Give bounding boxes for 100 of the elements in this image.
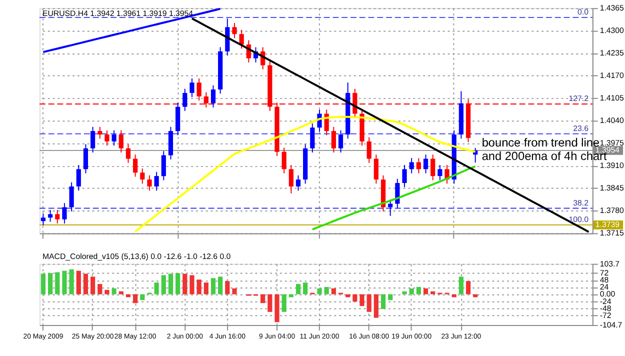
ref-line-label: 1.3739 bbox=[595, 220, 620, 229]
bar bbox=[374, 294, 378, 318]
bar bbox=[430, 291, 436, 294]
annotation: 100.0 bbox=[568, 214, 590, 224]
bar bbox=[282, 294, 286, 312]
bar bbox=[40, 274, 46, 294]
bar bbox=[260, 294, 266, 304]
y-tick-label: -72 bbox=[600, 310, 612, 320]
bar bbox=[274, 294, 280, 322]
y-tick-label: 1.3910 bbox=[600, 161, 625, 170]
chart-title: MACD_Colored_v105 (5,13,6) 0.0 -12.6 -1.0 -12.6 0.0 bbox=[42, 252, 232, 261]
candlestick bbox=[112, 130, 116, 146]
bar bbox=[388, 294, 393, 300]
bar bbox=[83, 274, 88, 294]
y-tick-label: 103.7 bbox=[600, 259, 620, 268]
candlestick bbox=[338, 130, 344, 154]
bar bbox=[76, 270, 81, 294]
y-tick-label: 1.4040 bbox=[600, 116, 625, 126]
candlestick bbox=[90, 126, 96, 154]
candlestick bbox=[196, 78, 202, 102]
candlestick bbox=[55, 210, 60, 224]
bar bbox=[416, 286, 421, 294]
bar bbox=[466, 281, 471, 294]
candlestick bbox=[161, 150, 166, 181]
bar bbox=[317, 288, 322, 294]
bar bbox=[324, 286, 329, 294]
y-tick-label: 1.3975 bbox=[600, 138, 625, 148]
candlestick bbox=[69, 182, 74, 212]
bar bbox=[196, 280, 202, 294]
bar bbox=[204, 282, 208, 294]
y-tick-label: -104.7 bbox=[600, 320, 622, 330]
candlestick bbox=[296, 174, 301, 192]
bar bbox=[268, 294, 272, 312]
line-series bbox=[42, 8, 222, 54]
bar bbox=[366, 294, 372, 312]
annotation: 23.6 bbox=[573, 124, 590, 133]
y-tick-label: 1.3780 bbox=[600, 206, 625, 216]
bar bbox=[296, 284, 301, 294]
candlestick bbox=[288, 164, 294, 194]
annotation: 38.2 bbox=[573, 198, 588, 208]
y-tick-label: 1.4365 bbox=[600, 4, 625, 13]
bar bbox=[98, 284, 102, 294]
bar bbox=[380, 294, 386, 309]
bar bbox=[161, 275, 166, 294]
candlestick bbox=[374, 154, 378, 184]
bar bbox=[62, 270, 67, 294]
bar bbox=[140, 294, 145, 300]
bar bbox=[168, 274, 174, 294]
ref-line-label: 1.3954 bbox=[595, 145, 620, 154]
y-tick-label: 72 bbox=[600, 268, 609, 278]
y-tick-label: 1.3845 bbox=[600, 184, 625, 193]
y-tick-label: 0.00 bbox=[600, 290, 616, 299]
bar bbox=[69, 269, 74, 294]
y-tick-label: 48 bbox=[600, 276, 610, 285]
y-tick-label: 1.4105 bbox=[600, 94, 625, 103]
bar bbox=[210, 278, 216, 294]
bar bbox=[190, 275, 194, 294]
bar bbox=[409, 288, 414, 294]
y-tick-label: 1.4300 bbox=[600, 26, 625, 36]
candlestick bbox=[310, 122, 315, 154]
candlestick bbox=[154, 171, 159, 192]
candlestick bbox=[147, 174, 152, 192]
line-series bbox=[311, 165, 476, 230]
y-tick-label: 24 bbox=[600, 282, 610, 292]
candlestick bbox=[239, 29, 244, 50]
candlestick bbox=[48, 210, 53, 222]
y-tick-label: 1.3715 bbox=[600, 228, 625, 238]
candlestick bbox=[423, 154, 428, 174]
candlestick bbox=[76, 164, 81, 192]
candlestick bbox=[210, 84, 216, 108]
bar bbox=[402, 291, 407, 294]
bar bbox=[303, 282, 308, 294]
candlestick bbox=[430, 154, 436, 181]
bar bbox=[352, 294, 358, 302]
y-tick-label: -48 bbox=[600, 304, 612, 313]
candlestick bbox=[282, 147, 286, 174]
bar bbox=[331, 288, 336, 294]
bar bbox=[154, 282, 159, 294]
candlestick bbox=[118, 130, 124, 154]
bar bbox=[225, 281, 230, 294]
candlestick bbox=[182, 88, 188, 112]
bar bbox=[360, 294, 364, 306]
bar bbox=[55, 272, 60, 294]
candlestick bbox=[83, 144, 88, 174]
annotation: 0.0 bbox=[578, 7, 590, 16]
candlestick bbox=[133, 154, 138, 178]
candlestick bbox=[190, 78, 194, 98]
candlestick bbox=[104, 130, 110, 146]
candlestick bbox=[126, 144, 131, 164]
chart-title: EURUSD.H4 1.3942 1.3961 1.3919 1.3954 bbox=[42, 8, 194, 18]
candlestick bbox=[232, 22, 237, 39]
bar bbox=[423, 288, 428, 294]
candlestick bbox=[438, 164, 442, 181]
annotation: 127.2 bbox=[568, 94, 588, 104]
candlestick bbox=[40, 212, 46, 226]
bar bbox=[104, 290, 110, 294]
y-tick-label: 1.4170 bbox=[600, 71, 625, 80]
y-tick-label: -24 bbox=[600, 296, 612, 306]
bar bbox=[112, 288, 116, 294]
bar bbox=[218, 276, 223, 294]
